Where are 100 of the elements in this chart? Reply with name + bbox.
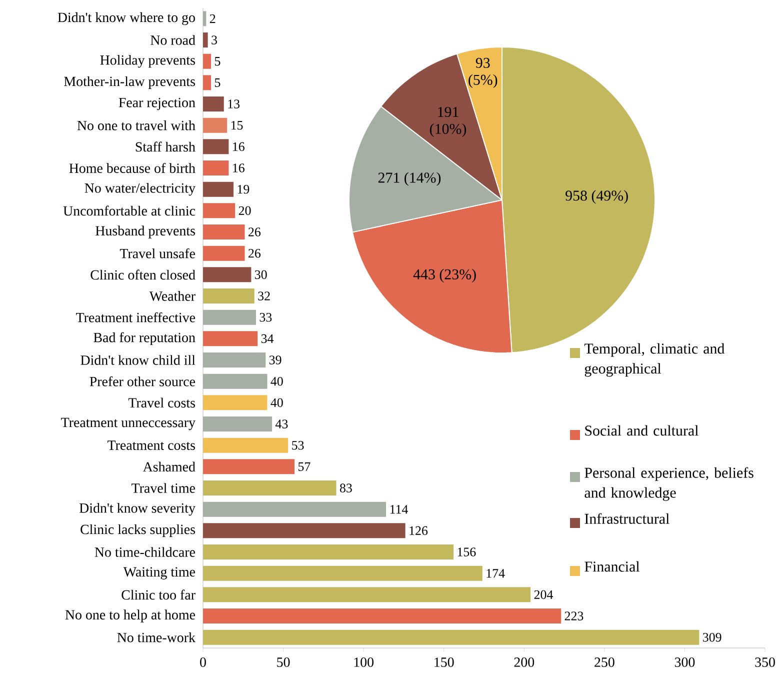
y-tick-label: Clinic too far	[122, 590, 196, 600]
data-label: 34	[261, 334, 274, 344]
data-label: 16	[233, 164, 244, 172]
y-tick-label: Staff harsh	[136, 142, 196, 152]
legend-label: Temporal, climatic and geographical	[584, 343, 724, 377]
x-tick-label: 0	[200, 658, 206, 667]
x-tick-label: 300	[674, 658, 695, 667]
bar	[203, 54, 212, 69]
y-tick-label: No one to travel with	[77, 120, 196, 130]
data-label: 191 (10%)	[430, 106, 466, 137]
y-tick-label: Treatment costs	[108, 440, 195, 450]
y-tick-label: Mother-in-law prevents	[64, 76, 195, 89]
bar	[203, 395, 268, 410]
bar	[203, 246, 245, 261]
y-tick-label: Fear rejection	[118, 98, 196, 110]
y-tick-label: Clinic often closed	[90, 270, 196, 280]
x-tick-label: 50	[277, 658, 290, 667]
bar	[203, 438, 288, 453]
bar	[203, 587, 531, 602]
y-tick-label: Waiting time	[123, 567, 196, 580]
data-label: 30	[255, 270, 267, 280]
y-tick-label: Clinic lacks supplies	[80, 524, 195, 537]
data-label: 26	[248, 228, 261, 236]
y-tick-label: Weather	[149, 291, 196, 301]
data-label: 53	[292, 440, 304, 450]
x-tick-label: 100	[354, 658, 374, 667]
data-label: 40	[270, 376, 283, 386]
y-tick-label: Ashamed	[142, 462, 196, 472]
data-label: 223	[564, 612, 584, 620]
x-tick-label: 150	[434, 658, 454, 667]
bar	[203, 288, 254, 304]
data-label: 32	[258, 292, 270, 300]
bar	[203, 75, 212, 90]
data-label: 3	[212, 36, 217, 44]
data-label: 309	[702, 632, 722, 642]
data-label: 15	[231, 120, 243, 130]
legend-label: Personal experience, beliefs and knowledge	[584, 467, 754, 501]
y-tick-label: Bad for reputation	[94, 332, 196, 346]
data-label: 13	[228, 100, 240, 108]
bar	[203, 544, 454, 560]
bar	[203, 267, 252, 282]
data-label: 958 (49%)	[566, 190, 628, 204]
bar	[203, 139, 229, 154]
y-tick-label: Didn't know severity	[79, 502, 196, 516]
bar	[203, 182, 234, 197]
bar	[203, 96, 224, 112]
data-label: 156	[458, 548, 476, 556]
data-label: 2	[210, 14, 216, 23]
data-label: 114	[390, 505, 408, 514]
y-tick-label: Travel time	[132, 483, 195, 493]
y-tick-label: Uncomfortable at clinic	[63, 206, 196, 216]
data-label: 16	[233, 142, 244, 152]
x-tick-label: 200	[514, 658, 534, 667]
bar	[203, 459, 295, 474]
y-tick-label: No one to help at home	[65, 610, 196, 622]
data-label: 443 (23%)	[413, 268, 476, 282]
bar	[203, 630, 700, 645]
data-label: 271 (14%)	[378, 172, 441, 186]
bar	[203, 203, 236, 218]
bar	[203, 566, 482, 581]
data-label: 39	[269, 356, 282, 364]
bar	[203, 608, 562, 624]
bar	[203, 32, 208, 48]
data-label: 33	[260, 312, 272, 322]
data-label: 5	[214, 57, 220, 66]
data-label: 83	[340, 484, 352, 492]
bar	[203, 523, 406, 538]
y-tick-label: No road	[150, 35, 196, 45]
x-tick-label: 350	[755, 658, 775, 667]
bar	[203, 331, 258, 346]
data-label: 43	[276, 420, 288, 428]
legend-label: Financial	[584, 561, 640, 572]
data-label: 174	[486, 569, 505, 578]
data-label: 5	[214, 78, 220, 87]
bar	[203, 118, 228, 133]
y-tick-label: No water/electricity	[84, 182, 196, 196]
y-tick-label: Didn't know where to go	[58, 12, 195, 26]
y-tick-label: No time-childcare	[94, 547, 196, 557]
y-tick-label: Holiday prevents	[100, 54, 195, 68]
data-label: 19	[238, 184, 250, 194]
legend-label: Social and cultural	[585, 425, 698, 436]
data-label: 40	[270, 398, 283, 408]
bar	[203, 480, 336, 496]
y-tick-label: Travel unsafe	[120, 248, 195, 258]
x-tick-label: 250	[594, 658, 614, 667]
legend-label: Infrastructural	[584, 513, 670, 524]
bar	[203, 224, 245, 240]
bar	[203, 160, 229, 176]
y-tick-label: Treatment unneccessary	[61, 418, 196, 430]
data-label: 126	[410, 526, 428, 536]
data-label: 93 (5%)	[468, 58, 498, 88]
data-label: 57	[298, 462, 310, 471]
y-tick-label: Didn't know child ill	[80, 355, 196, 365]
data-label: 20	[238, 206, 251, 216]
y-tick-label: Husband prevents	[96, 226, 195, 238]
y-tick-label: No time-work	[117, 632, 196, 642]
y-tick-label: Treatment ineffective	[76, 312, 196, 322]
y-tick-label: Travel costs	[128, 398, 195, 408]
data-label: 204	[534, 590, 554, 600]
data-label: 26	[248, 248, 261, 258]
